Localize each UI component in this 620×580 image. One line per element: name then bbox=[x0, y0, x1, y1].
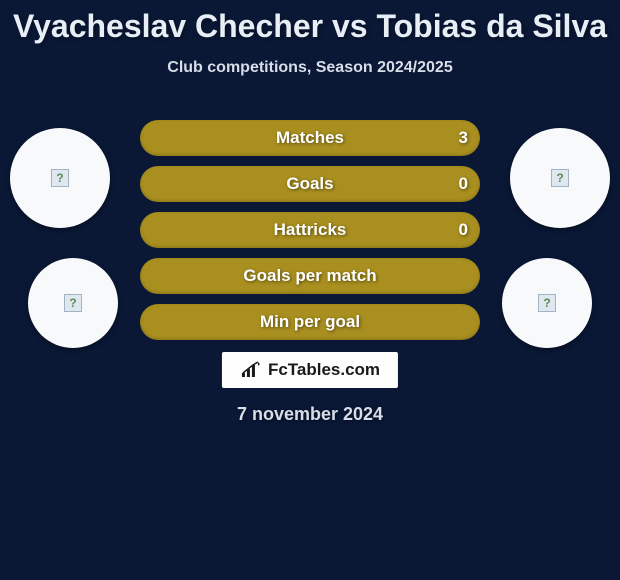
comparison-subtitle: Club competitions, Season 2024/2025 bbox=[0, 59, 620, 77]
date-text: 7 november 2024 bbox=[237, 404, 383, 425]
stat-bar-min-per-goal: Min per goal bbox=[140, 304, 480, 340]
chart-icon bbox=[240, 361, 262, 379]
player1-avatar bbox=[10, 128, 110, 228]
stat-label: Min per goal bbox=[260, 312, 360, 332]
stat-value: 0 bbox=[459, 220, 468, 240]
stat-label: Hattricks bbox=[274, 220, 347, 240]
stat-bar-matches: Matches 3 bbox=[140, 120, 480, 156]
stat-label: Goals per match bbox=[243, 266, 376, 286]
placeholder-image-icon bbox=[551, 169, 569, 187]
comparison-title: Vyacheslav Checher vs Tobias da Silva bbox=[0, 0, 620, 45]
stat-bar-goals: Goals 0 bbox=[140, 166, 480, 202]
stat-value: 0 bbox=[459, 174, 468, 194]
placeholder-image-icon bbox=[64, 294, 82, 312]
player2-avatar bbox=[510, 128, 610, 228]
placeholder-image-icon bbox=[51, 169, 69, 187]
placeholder-image-icon bbox=[538, 294, 556, 312]
stat-bar-goals-per-match: Goals per match bbox=[140, 258, 480, 294]
stat-bar-hattricks: Hattricks 0 bbox=[140, 212, 480, 248]
attribution-badge[interactable]: FcTables.com bbox=[222, 352, 398, 388]
stat-label: Goals bbox=[286, 174, 333, 194]
attribution-text: FcTables.com bbox=[268, 360, 380, 380]
team2-avatar bbox=[502, 258, 592, 348]
stats-container: Matches 3 Goals 0 Hattricks 0 Goals per … bbox=[140, 120, 480, 350]
stat-label: Matches bbox=[276, 128, 344, 148]
stat-value: 3 bbox=[459, 128, 468, 148]
team1-avatar bbox=[28, 258, 118, 348]
